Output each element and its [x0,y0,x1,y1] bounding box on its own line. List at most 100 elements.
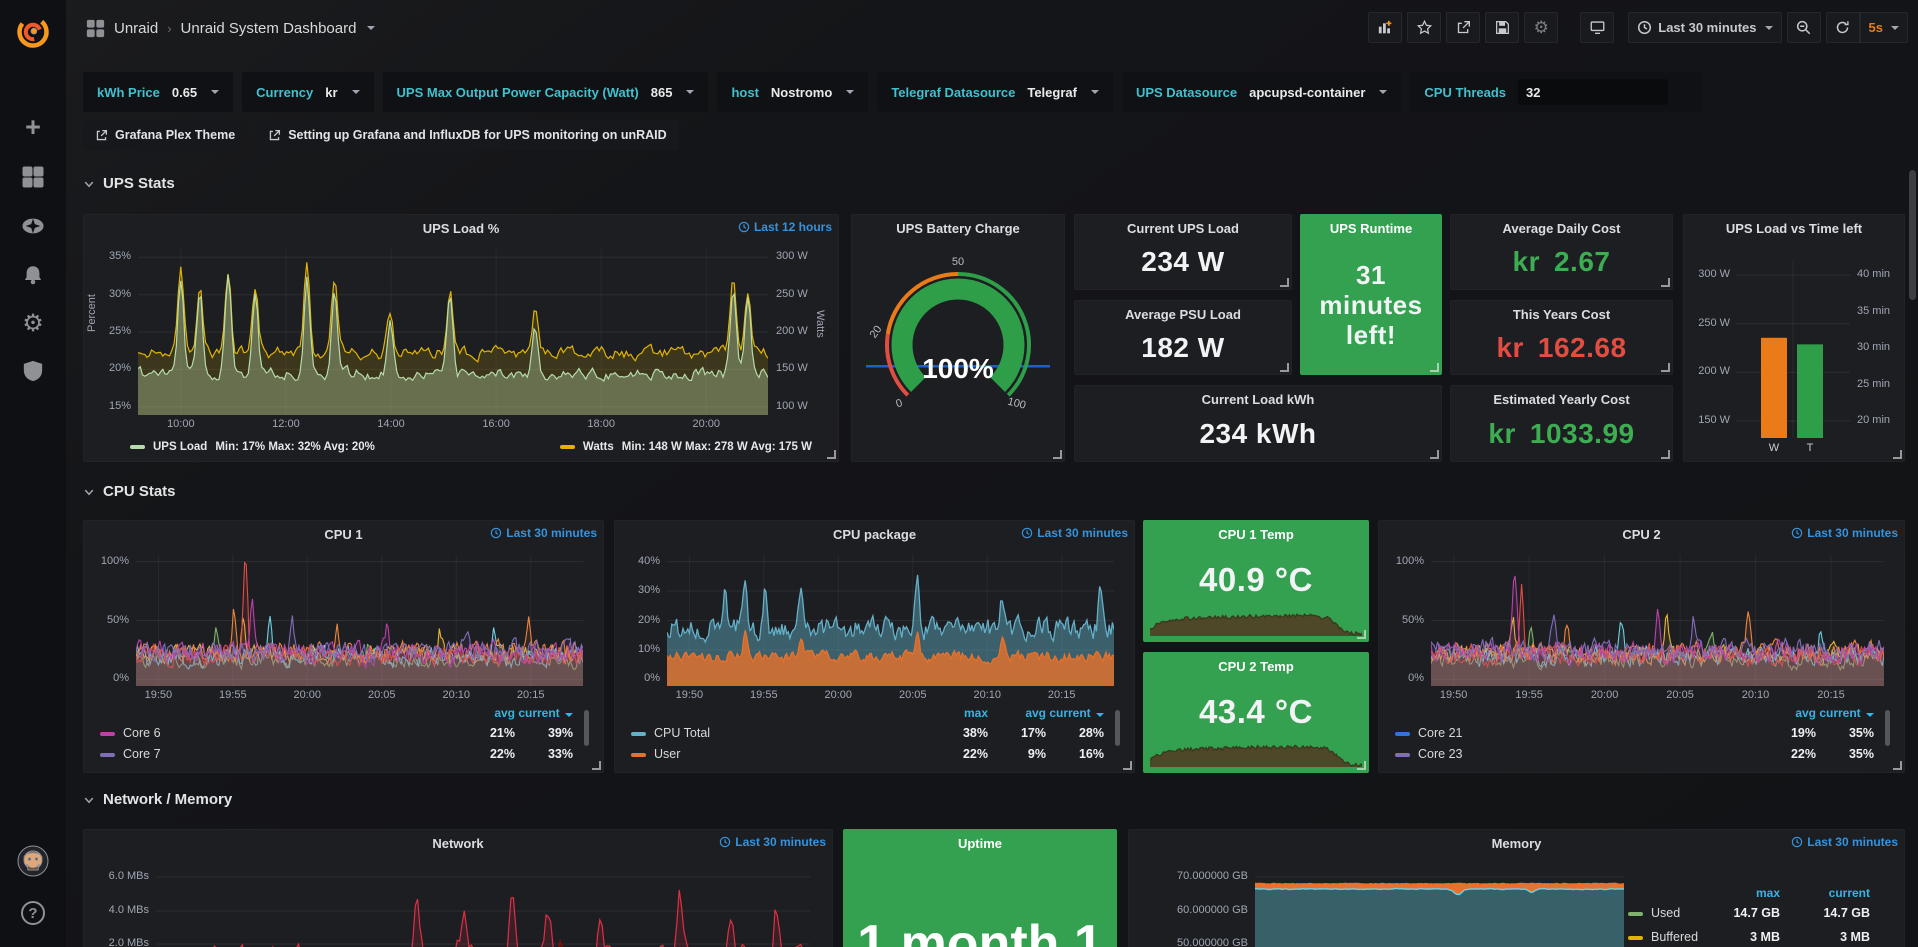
cycle-view-mode-button[interactable] [1580,12,1615,43]
panel-title[interactable]: Average Daily Cost [1502,220,1621,236]
page-scrollbar-thumb[interactable] [1909,170,1916,300]
user-avatar[interactable] [0,838,66,884]
panel-title[interactable]: Network [432,835,484,851]
link-grafana-plex-theme[interactable]: Grafana Plex Theme [83,120,248,150]
section-cpu-stats[interactable]: CPU Stats [83,483,176,500]
breadcrumb-app[interactable]: Unraid [114,19,159,37]
panel-title[interactable]: This Years Cost [1512,306,1611,322]
time-range-picker[interactable]: Last 30 minutes [1628,12,1782,43]
star-dashboard-button[interactable] [1407,12,1442,43]
panel-title[interactable]: CPU package [832,526,917,542]
explore-icon[interactable] [0,206,66,246]
save-dashboard-button[interactable] [1485,12,1520,43]
legend-sort-avg[interactable]: avg [1795,706,1816,720]
panel-current-load-kwh: Current Load kWh 234 kWh [1074,385,1442,462]
variable-ups-max-output[interactable]: UPS Max Output Power Capacity (Watt) 865 [382,72,709,112]
breadcrumb-page[interactable]: Unraid System Dashboard [180,19,357,37]
link-ups-monitoring-guide[interactable]: Setting up Grafana and InfluxDB for UPS … [256,120,679,150]
legend-series-label[interactable]: Core 23 [1418,747,1463,761]
legend-series-marker [1628,935,1643,940]
legend-sort-current[interactable]: current [1828,886,1870,900]
configuration-gear-icon[interactable]: ⚙ [22,309,44,337]
legend-value: 22% [1790,747,1816,761]
share-dashboard-button[interactable] [1446,12,1481,43]
ups-load-chart: 35% 30% 25% 20% 15% 300 W 250 W 200 W 150 W 100 W… [86,241,830,459]
panel-title[interactable]: UPS Load % [422,220,500,236]
panel-title[interactable]: UPS Load vs Time left [1725,220,1863,236]
apps-grid-icon[interactable] [86,19,105,38]
refresh-interval-picker[interactable]: 5s [1859,12,1908,43]
panel-time-range[interactable]: Last 30 minutes [1791,835,1898,849]
variable-currency[interactable]: Currency kr [242,72,374,112]
legend-sort-avg[interactable]: avg [494,706,515,720]
x-axis-tick: 19:50 [675,689,704,701]
legend-scrollbar[interactable] [1115,710,1120,746]
svg-text:0: 0 [895,397,905,410]
x-axis-tick: 20:10 [1741,689,1770,701]
legend-sort-current[interactable]: current [518,706,573,720]
add-panel-button[interactable] [1368,12,1403,43]
legend-series-marker [1395,752,1410,757]
section-network-memory[interactable]: Network / Memory [83,791,232,808]
legend-series-label[interactable]: Core 21 [1418,726,1463,740]
x-axis-tick: 19:55 [750,689,778,701]
legend-scrollbar[interactable] [584,710,589,746]
panel-time-range[interactable]: Last 12 hours [738,220,832,234]
panel-this-years-cost: This Years Cost kr 162.68 [1450,300,1673,375]
panel-title[interactable]: Uptime [957,835,1003,851]
legend-value: 9% [1027,747,1046,761]
panel-title[interactable]: Current Load kWh [1201,391,1315,407]
help-icon[interactable]: ? [0,893,66,933]
panel-network: Network Last 30 minutes 6.0 MBs 4.0 MBs 2.… [83,829,833,947]
dashboard-caret-icon[interactable] [367,26,376,30]
legend-series-label[interactable]: Core 7 [123,747,161,761]
panel-title[interactable]: Estimated Yearly Cost [1493,391,1630,407]
legend-sort-current[interactable]: current [1049,706,1104,720]
panel-title[interactable]: Current UPS Load [1127,220,1239,236]
variable-ups-datasource[interactable]: UPS Datasource apcupsd-container [1121,72,1402,112]
alerting-bell-icon[interactable] [0,255,66,295]
variable-host[interactable]: host Nostromo [717,72,869,112]
section-ups-stats[interactable]: UPS Stats [83,175,175,192]
legend-sort-current[interactable]: current [1819,706,1874,720]
panel-time-range[interactable]: Last 30 minutes [719,835,826,849]
panel-cpu-1: CPU 1 Last 30 minutes 100% 50% 0% 19:50 19:5… [83,520,604,773]
legend-series-label[interactable]: Watts [582,441,614,453]
dashboards-icon[interactable] [0,157,66,197]
legend-series-label[interactable]: Buffered [1651,930,1699,944]
legend-series-label[interactable]: Used [1651,906,1681,920]
panel-title[interactable]: CPU 2 Temp [1218,658,1294,674]
panel-title[interactable]: UPS Runtime [1329,220,1413,236]
cpu2-temp-sparkline [1150,731,1362,767]
panel-title[interactable]: CPU 1 [324,526,363,542]
legend-series-label[interactable]: UPS Load [153,441,208,453]
legend-sort-max[interactable]: max [1755,886,1780,900]
variable-telegraf-datasource[interactable]: Telegraf Datasource Telegraf [877,72,1113,112]
panel-cpu-2: CPU 2 Last 30 minutes 100% 50% 0% 19:50 19:5… [1378,520,1905,773]
create-icon[interactable]: + [25,111,41,142]
caret-down-icon [1090,90,1099,94]
legend-scrollbar[interactable] [1885,710,1890,746]
panel-title[interactable]: Average PSU Load [1125,306,1241,322]
legend-series-label[interactable]: CPU Total [654,726,711,740]
legend-sort-avg[interactable]: avg [1025,706,1046,720]
legend-sort-max[interactable]: max [963,706,988,720]
panel-time-range[interactable]: Last 30 minutes [1791,526,1898,540]
caret-down-icon [211,90,220,94]
panel-time-range[interactable]: Last 30 minutes [1021,526,1128,540]
variable-kwh-price[interactable]: kWh Price 0.65 [83,72,234,112]
panel-time-range[interactable]: Last 30 minutes [490,526,597,540]
panel-title[interactable]: CPU 2 [1622,526,1661,542]
server-admin-shield-icon[interactable] [0,351,66,391]
cpu-threads-input[interactable]: 32 [1518,79,1669,105]
panel-title[interactable]: CPU 1 Temp [1218,526,1294,542]
time-range-label: Last 30 minutes [1658,20,1757,35]
refresh-button[interactable] [1825,12,1860,43]
dashboard-settings-button[interactable]: ⚙ [1524,12,1559,43]
panel-title[interactable]: UPS Battery Charge [896,220,1020,236]
grafana-logo[interactable] [0,8,66,56]
panel-title[interactable]: Memory [1491,835,1542,851]
legend-series-label[interactable]: User [654,747,681,761]
legend-series-label[interactable]: Core 6 [123,726,161,740]
zoom-out-time-button[interactable] [1786,12,1821,43]
